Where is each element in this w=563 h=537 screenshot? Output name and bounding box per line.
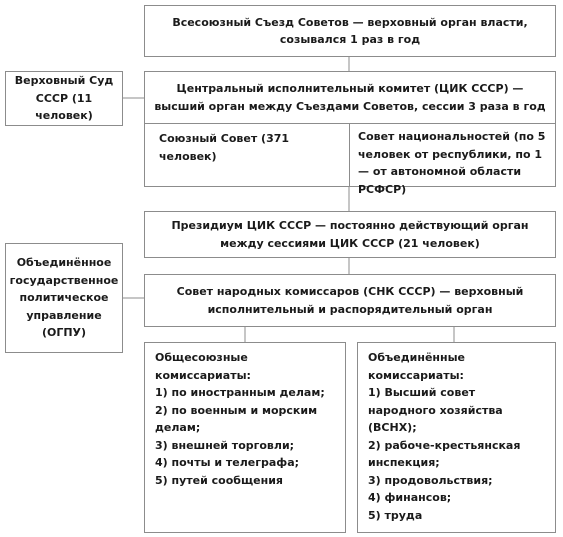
cik-box: Центральный исполнительный комитет (ЦИК …	[144, 71, 556, 124]
ogpu-text: Объединённое государственное политическо…	[9, 256, 119, 340]
supreme-court-box: Верховный Суд СССР (11 человек)	[5, 71, 123, 126]
all-union-item: 2) по военным и морским делам;	[155, 403, 318, 435]
united-title: Объединённые комиссариаты:	[368, 351, 466, 382]
all-union-title: Общесоюзные комиссариаты:	[155, 351, 251, 382]
united-item: 4) финансов;	[368, 491, 452, 504]
ogpu-box: Объединённое государственное политическо…	[5, 243, 123, 353]
snk-text: Совет народных комиссаров (СНК СССР) — в…	[176, 285, 524, 316]
all-union-commissariats-box: Общесоюзные комиссариаты: 1) по иностран…	[144, 342, 346, 533]
all-union-item: 3) внешней торговли;	[155, 438, 295, 452]
congress-box: Всесоюзный Съезд Советов — верховный орг…	[144, 5, 556, 57]
all-union-item: 5) путей сообщения	[155, 473, 283, 487]
council-nationalities-box: Совет национальностей (по 5 человек от р…	[350, 123, 556, 196]
congress-text: Всесоюзный Съезд Советов — верховный орг…	[172, 15, 528, 47]
united-item: 3) продовольствия;	[368, 473, 493, 487]
united-item: 5) труда	[368, 508, 423, 522]
presidium-text: Президиум ЦИК СССР — постоянно действующ…	[171, 219, 529, 250]
supreme-court-text: Верховный Суд СССР (11 человек)	[14, 74, 114, 123]
union-council-box: Союзный Совет (371 человек)	[144, 123, 350, 187]
all-union-item: 4) почты и телеграфа;	[155, 456, 300, 469]
united-item: 2) рабоче-крестьянская инспекция;	[368, 438, 521, 470]
united-commissariats-box: Объединённые комиссариаты: 1) Высший сов…	[357, 342, 556, 533]
council-nationalities-text: Совет национальностей (по 5 человек от р…	[358, 130, 546, 196]
union-council-text: Союзный Совет (371 человек)	[159, 132, 290, 163]
presidium-box: Президиум ЦИК СССР — постоянно действующ…	[144, 211, 556, 258]
all-union-item: 1) по иностранным делам;	[155, 386, 325, 399]
cik-text: Центральный исполнительный комитет (ЦИК …	[154, 82, 546, 113]
united-item: 1) Высший совет народного хозяйства (ВСН…	[368, 386, 503, 434]
snk-box: Совет народных комиссаров (СНК СССР) — в…	[144, 274, 556, 327]
